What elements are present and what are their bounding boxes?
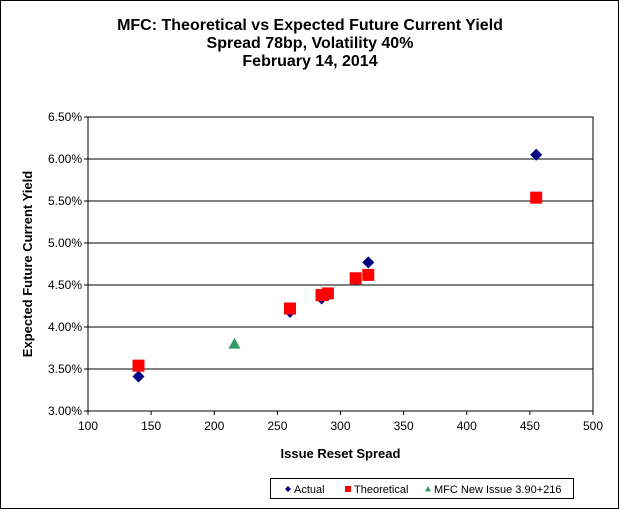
legend-label: Actual — [294, 484, 325, 496]
y-axis-label: Expected Future Current Yield — [20, 171, 35, 357]
y-tick-label: 6.50% — [48, 110, 82, 124]
theoretical-point — [132, 359, 145, 372]
chart-title-line: February 14, 2014 — [242, 53, 377, 70]
theoretical-point — [530, 191, 543, 204]
y-tick-label: 3.50% — [48, 362, 82, 376]
plot-area — [87, 116, 594, 412]
x-tick-label: 450 — [520, 419, 540, 433]
legend-box — [270, 478, 574, 499]
x-tick-label: 400 — [457, 419, 477, 433]
legend-label: Theoretical — [354, 484, 408, 496]
x-tick-label: 100 — [78, 419, 98, 433]
x-tick-label: 350 — [394, 419, 414, 433]
y-tick-label: 5.00% — [48, 236, 82, 250]
theoretical-point — [284, 302, 296, 315]
legend-label: MFC New Issue 3.90+216 — [434, 484, 561, 496]
x-tick-label: 500 — [583, 419, 603, 433]
x-axis-label: Issue Reset Spread — [281, 446, 401, 461]
new-issue-point — [425, 486, 431, 492]
x-tick-label: 150 — [141, 419, 161, 433]
actual-point — [362, 256, 375, 269]
actual-point — [132, 370, 145, 383]
y-tick-label: 6.00% — [48, 152, 82, 166]
x-tick-label: 250 — [267, 419, 287, 433]
x-tick-label: 200 — [204, 419, 224, 433]
theoretical-point — [349, 272, 362, 285]
chart-title-line: Spread 78bp, Volatility 40% — [207, 35, 414, 52]
theoretical-point — [345, 486, 351, 492]
y-tick-label: 3.00% — [48, 404, 82, 418]
chart-title-line: MFC: Theoretical vs Expected Future Curr… — [117, 17, 503, 34]
theoretical-point — [321, 287, 334, 300]
y-tick-label: 4.00% — [48, 320, 82, 334]
actual-point — [530, 148, 543, 161]
theoretical-point — [362, 268, 375, 281]
new-issue-point — [228, 337, 241, 349]
x-tick-label: 300 — [330, 419, 350, 433]
actual-point — [285, 486, 291, 492]
y-tick-label: 4.50% — [48, 278, 82, 292]
y-tick-label: 5.50% — [48, 194, 82, 208]
